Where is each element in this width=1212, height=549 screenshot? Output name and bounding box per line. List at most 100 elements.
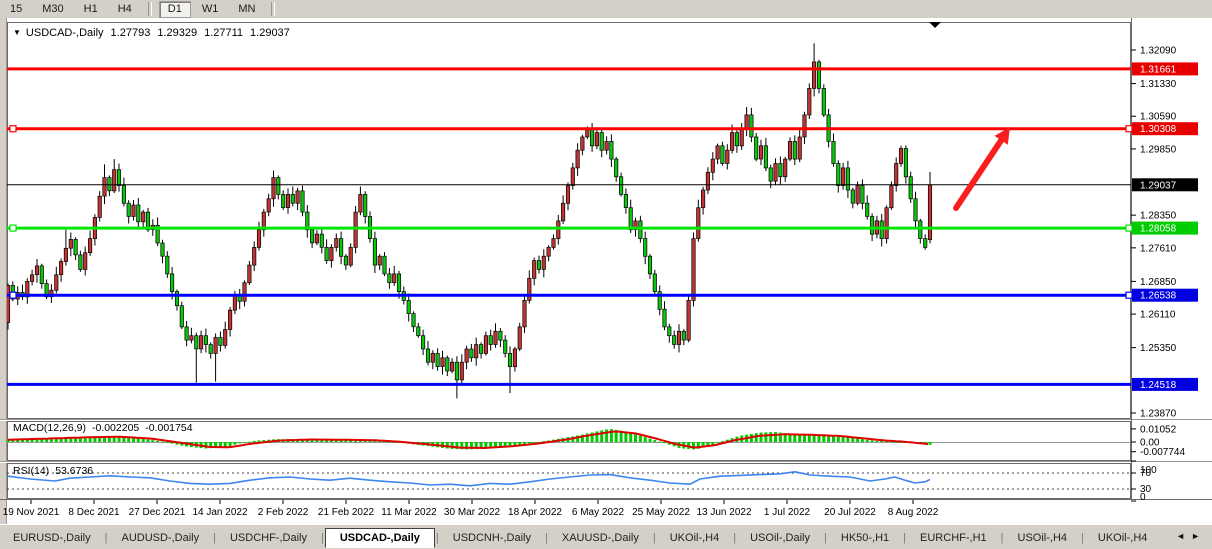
candle-body (551, 238, 556, 248)
candle-body (749, 114, 754, 138)
candle-body (908, 176, 913, 200)
candle-body (898, 148, 904, 164)
candle-body (575, 149, 580, 169)
candle-body (421, 335, 426, 350)
line-anchor-handle[interactable] (9, 125, 17, 133)
candle-body (285, 194, 291, 208)
candle-body (459, 361, 464, 381)
candle-body (314, 233, 319, 244)
candle-body (594, 132, 599, 147)
candle-body (435, 353, 440, 367)
rsi-axis-label: 0 (1140, 492, 1146, 503)
tab-xauusd-daily[interactable]: XAUUSD-,Daily (561, 531, 639, 544)
svg-text:1.30308: 1.30308 (1140, 124, 1177, 135)
candle-body (145, 211, 151, 231)
candle-body (580, 136, 585, 151)
period-button-h4[interactable]: H4 (117, 2, 132, 15)
period-button-15[interactable]: 15 (10, 2, 23, 15)
tab-separator: | (435, 531, 439, 544)
trend-arrow-annotation[interactable] (953, 127, 1010, 211)
candle-body (628, 207, 633, 231)
symbol-tab-bar: EURUSD-,Daily | AUDUSD-,Daily | USDCHF-,Dail… (0, 524, 1212, 549)
candle-body (541, 255, 546, 270)
price-axis: 1.32090 1.31330 1.30590 1.29850 1.28350 1.276… (1131, 46, 1177, 420)
price-tick-label: 1.25350 (1140, 343, 1177, 354)
candle-body (527, 277, 532, 301)
price-tick-label: 1.30590 (1140, 112, 1177, 123)
tab-usdcad-daily[interactable]: USDCAD-,Daily (324, 527, 435, 548)
tab-scroll-left-button[interactable]: ◄ (1176, 531, 1192, 541)
candle-body (638, 220, 643, 239)
tab-scroll-right-button[interactable]: ► (1191, 531, 1206, 541)
candle-body (121, 185, 126, 204)
tab-ukoil-h4[interactable]: UKOil-,H4 (669, 531, 720, 544)
candle-body (126, 202, 131, 217)
date-tick-label: 19 Nov 2021 (3, 507, 60, 518)
period-button-w1[interactable]: W1 (201, 2, 219, 15)
candle-body (131, 204, 136, 217)
candle-body (512, 348, 517, 368)
candle-body (918, 220, 923, 239)
tab-usdcnh-daily[interactable]: USDCNH-,Daily (452, 531, 531, 544)
candle-body (821, 88, 826, 116)
candle-body (305, 211, 310, 231)
line-anchor-handle[interactable] (1125, 125, 1133, 133)
line-anchor-handle[interactable] (1125, 291, 1133, 299)
period-button-d1[interactable]: D1 (158, 0, 191, 18)
tab-audusd-daily[interactable]: AUDUSD-,Daily (121, 531, 200, 544)
chart-canvas: 1.32090 1.31330 1.30590 1.29850 1.28350 1.276… (0, 18, 1212, 524)
candle-body (232, 295, 237, 311)
tab-usoil-daily[interactable]: USOil-,Daily (750, 531, 811, 544)
price-tick-label: 1.32090 (1140, 46, 1177, 57)
candlestick-series (7, 43, 933, 399)
candle-body (619, 176, 624, 195)
tab-ukoil-h4[interactable]: UKOil-,H4 (1097, 531, 1148, 544)
period-button-mn[interactable]: MN (238, 2, 256, 15)
price-tick-label: 1.26850 (1140, 277, 1177, 288)
line-anchor-handle[interactable] (9, 291, 17, 299)
candle-body (739, 127, 744, 147)
price-tick-label: 1.29850 (1140, 144, 1177, 155)
candle-body (667, 326, 672, 337)
candle-body (493, 330, 498, 345)
line-anchor-handle[interactable] (1125, 224, 1133, 232)
tab-usdchf-daily[interactable]: USDCHF-,Daily (229, 531, 307, 544)
candle-body (425, 348, 431, 363)
tab-hk50-h1[interactable]: HK50-,H1 (840, 531, 890, 544)
candle-body (290, 194, 295, 204)
tab-eurusd-daily[interactable]: EURUSD-,Daily (13, 531, 91, 544)
candle-body (773, 163, 778, 182)
line-anchor-handle[interactable] (9, 224, 17, 232)
candle-body (189, 335, 194, 341)
price-tick-label: 1.23870 (1140, 409, 1177, 420)
hline-1-28058[interactable] (7, 224, 1133, 232)
price-badge-1-29037: 1.29037 (1132, 178, 1198, 192)
candle-body (242, 282, 247, 302)
candle-body (406, 300, 411, 314)
tab-eurchf-h1[interactable]: EURCHF-,H1 (920, 531, 987, 544)
candle-body (184, 326, 189, 341)
candle-body (768, 167, 773, 182)
period-button-m30[interactable]: M30 (42, 2, 64, 15)
candle-body (450, 361, 455, 372)
candle-body (754, 136, 759, 160)
candle-body (30, 274, 35, 282)
date-tick-label: 20 Jul 2022 (824, 507, 876, 518)
candle-body (377, 255, 382, 266)
macd-axis-label: 0.01052 (1140, 424, 1177, 435)
candle-body (271, 177, 276, 200)
chart-shift-marker[interactable] (929, 22, 941, 28)
hline-1-26538[interactable] (7, 291, 1133, 299)
candle-body (565, 185, 571, 204)
candle-body (353, 211, 358, 248)
candle-body (54, 274, 59, 291)
period-button-h1[interactable]: H1 (83, 2, 98, 15)
candle-body (102, 177, 107, 197)
price-tick-label: 1.28350 (1140, 211, 1177, 222)
date-tick-label: 6 May 2022 (572, 507, 625, 518)
candle-body (199, 335, 204, 350)
svg-text:1.24518: 1.24518 (1140, 380, 1177, 391)
candle-body (78, 254, 83, 270)
tab-usoil-h4[interactable]: USOil-,H4 (1017, 531, 1068, 544)
